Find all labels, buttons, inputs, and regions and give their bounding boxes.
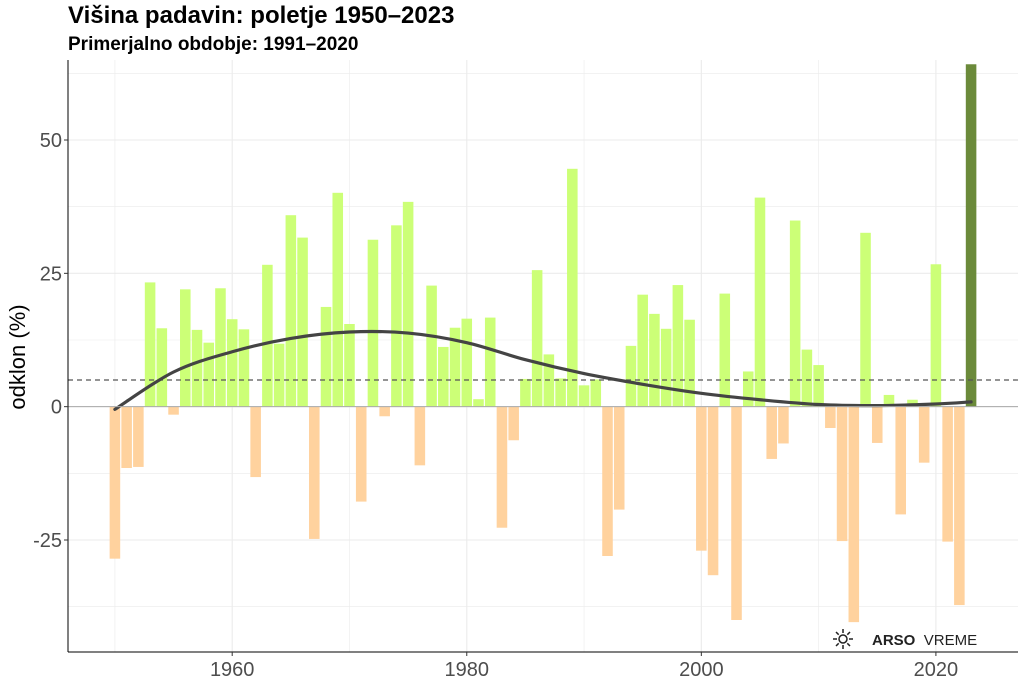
y-tick-label: -25 <box>33 530 62 552</box>
bar-1972 <box>367 239 379 407</box>
bar-2022 <box>954 406 965 606</box>
bar-1963 <box>262 264 273 407</box>
bar-1975 <box>402 201 414 407</box>
bar-1982 <box>484 317 496 407</box>
y-tick-label: 25 <box>40 263 62 285</box>
bar-2011 <box>825 406 836 428</box>
x-tick-labels: 1960 1980 2000 2020 <box>210 652 958 681</box>
bar-1969 <box>332 192 344 407</box>
bar-2019 <box>918 406 930 463</box>
x-tick-label: 2000 <box>679 659 724 681</box>
sun-icon <box>833 629 853 649</box>
bar-2010 <box>813 365 824 407</box>
chart-title: Višina padavin: poletje 1950–2023 <box>68 2 454 29</box>
bar-2002 <box>719 293 731 407</box>
logo-product: VREME <box>924 632 977 649</box>
trend-line <box>113 329 973 411</box>
bar-1973 <box>379 406 390 417</box>
bar-2015 <box>871 406 883 443</box>
bar-1954 <box>156 328 168 407</box>
trend-group <box>113 329 973 411</box>
bar-1957 <box>191 329 203 407</box>
bar-1971 <box>355 406 367 502</box>
bar-1980 <box>461 318 473 407</box>
bar-2003 <box>731 406 742 620</box>
bar-2000 <box>696 406 707 551</box>
bar-1999 <box>684 319 695 407</box>
bar-1992 <box>602 406 613 556</box>
bar-2001 <box>707 406 719 576</box>
bar-1993 <box>613 406 625 510</box>
bar-1984 <box>508 406 519 441</box>
bar-2023 <box>965 64 977 407</box>
bar-1950 <box>109 406 121 559</box>
bar-1956 <box>180 289 191 407</box>
bar-1961 <box>238 329 250 407</box>
x-tick-label: 1960 <box>210 659 255 681</box>
arso-logo: ARSO VREME <box>833 629 977 649</box>
chart-subtitle: Primerjalno obdobje: 1991–2020 <box>68 34 358 55</box>
bar-1955 <box>168 406 179 415</box>
bar-1977 <box>426 285 437 407</box>
bar-2014 <box>860 232 871 407</box>
bar-1981 <box>473 399 484 407</box>
bar-1974 <box>391 225 402 407</box>
logo-brand: ARSO <box>872 632 916 649</box>
svg-text:ARSO VREME: ARSO VREME <box>872 632 977 649</box>
bar-1967 <box>309 406 320 539</box>
bar-2007 <box>778 406 789 444</box>
bar-1970 <box>344 324 355 407</box>
bar-1989 <box>567 168 578 407</box>
bar-2016 <box>883 394 895 407</box>
bar-1994 <box>625 345 637 407</box>
bar-1996 <box>649 313 660 407</box>
bar-2006 <box>766 406 777 459</box>
bar-1951 <box>121 406 132 468</box>
bar-2012 <box>836 406 848 542</box>
bar-2020 <box>930 264 942 407</box>
y-tick-label: 0 <box>51 397 62 419</box>
x-tick-label: 1980 <box>445 659 490 681</box>
bar-1965 <box>285 215 297 407</box>
bar-1962 <box>250 406 261 478</box>
bar-1952 <box>133 406 144 467</box>
y-tick-label: 50 <box>40 130 62 152</box>
bar-2009 <box>801 349 813 407</box>
bar-1997 <box>660 328 672 407</box>
bars <box>109 64 977 623</box>
y-tick-labels: -25 0 25 50 <box>33 130 68 552</box>
bar-1991 <box>590 379 602 407</box>
bar-2017 <box>895 406 906 515</box>
bar-1960 <box>226 319 238 407</box>
bar-1959 <box>215 288 226 407</box>
bar-1968 <box>320 306 332 407</box>
bar-1958 <box>203 342 215 407</box>
bar-1998 <box>672 285 684 407</box>
bar-1990 <box>578 385 590 407</box>
bar-1966 <box>297 237 308 407</box>
axes <box>67 60 1018 653</box>
bar-1995 <box>637 294 648 407</box>
bar-2008 <box>789 220 801 407</box>
bar-2018 <box>907 399 918 407</box>
x-tick-label: 2020 <box>914 659 959 681</box>
bar-1964 <box>273 343 285 407</box>
bar-2004 <box>742 371 754 407</box>
y-axis-label: odklon (%) <box>5 304 30 409</box>
bar-1978 <box>438 346 449 407</box>
bar-1988 <box>555 378 566 407</box>
bar-2021 <box>942 406 953 542</box>
bar-1986 <box>531 270 543 407</box>
bar-1976 <box>414 406 426 466</box>
bar-1979 <box>449 327 461 407</box>
bar-2005 <box>754 197 766 407</box>
bar-1983 <box>496 406 508 528</box>
bar-1985 <box>520 378 531 407</box>
bar-1953 <box>144 282 156 407</box>
bar-2013 <box>848 406 860 623</box>
